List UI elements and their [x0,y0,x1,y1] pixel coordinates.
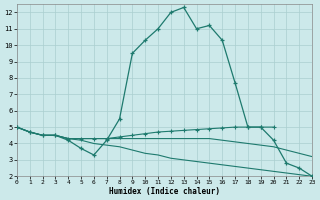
X-axis label: Humidex (Indice chaleur): Humidex (Indice chaleur) [109,187,220,196]
